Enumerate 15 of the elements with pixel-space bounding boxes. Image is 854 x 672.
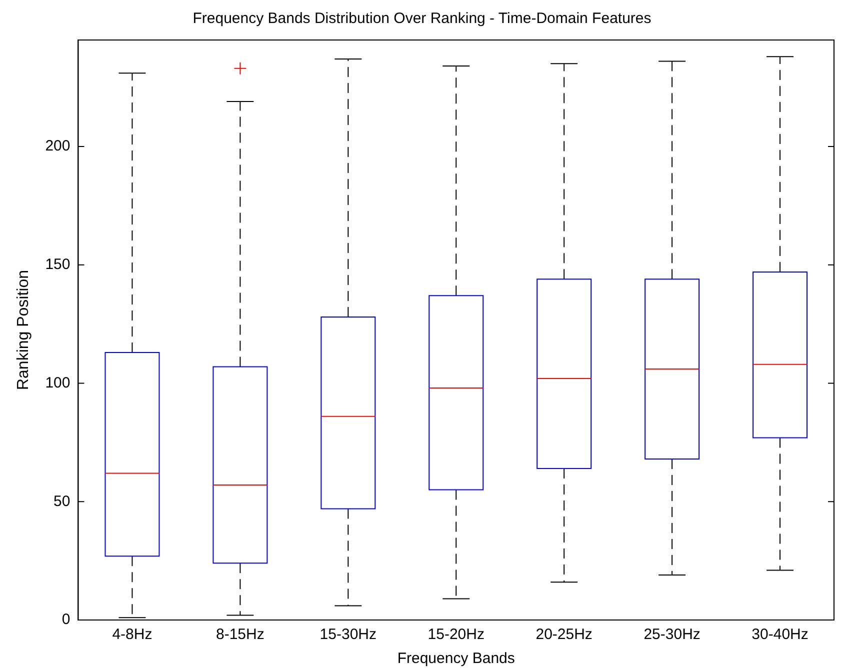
x-tick-label: 30-40Hz (752, 626, 808, 644)
x-tick-label: 15-20Hz (428, 626, 484, 644)
x-tick-label: 25-30Hz (644, 626, 700, 644)
x-tick-label: 8-15Hz (216, 626, 264, 644)
x-axis-title: Frequency Bands (397, 650, 515, 668)
chart-title: Frequency Bands Distribution Over Ranking - Time-Domain Features (192, 10, 652, 28)
y-tick-label: 200 (45, 138, 70, 155)
x-tick-label: 4-8Hz (112, 626, 152, 644)
y-tick-label: 0 (62, 611, 70, 628)
y-tick-label: 50 (54, 492, 70, 510)
y-tick-label: 150 (45, 256, 70, 274)
x-tick-label: 15-30Hz (320, 626, 376, 644)
y-axis-title: Ranking Position (15, 270, 32, 390)
x-tick-label: 20-25Hz (536, 626, 592, 644)
y-tick-label: 100 (45, 374, 70, 392)
